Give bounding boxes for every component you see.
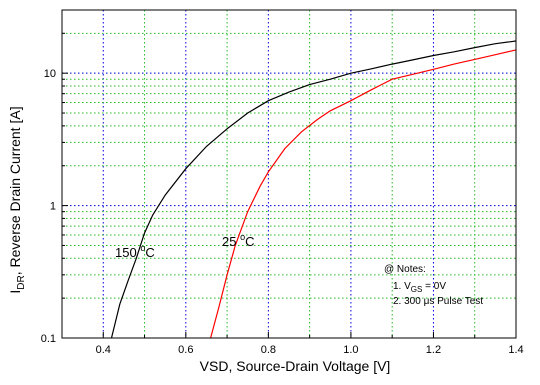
x-tick-label: 1.0 [343, 344, 358, 356]
x-axis-title: VSD, Source-Drain Voltage [V] [200, 358, 391, 374]
series-label-150c: 150 oC [115, 243, 155, 260]
series-layer [110, 40, 517, 339]
y-tick-label: 10 [44, 68, 56, 80]
notes-box: @ Notes: 1. VGS = 0V 2. 300 μs Pulse Tes… [384, 264, 483, 307]
notes-line-2: 2. 300 μs Pulse Test [393, 296, 483, 307]
x-tick-label: 0.4 [96, 344, 111, 356]
plot-frame [61, 9, 517, 339]
notes-header: @ Notes: [384, 264, 426, 275]
series-label-150c-sup: o [140, 243, 145, 253]
series-label-25c: 25 oC [222, 232, 254, 249]
tick-labels: 0.4 0.6 0.8 1.0 1.2 1.4 0.1 1 10 [41, 68, 524, 356]
x-tick-label: 0.6 [178, 344, 193, 356]
y-tick-label: 1 [50, 201, 56, 213]
y-axis-title: IDR, Reverse Drain Current [A] [7, 106, 27, 293]
series-label-25c-sup: o [240, 232, 245, 242]
series-line-150c [110, 40, 517, 339]
x-tick-label: 1.4 [508, 344, 523, 356]
y-tick-label: 0.1 [41, 333, 56, 345]
tick-marks [61, 9, 517, 339]
notes-line-1: 1. VGS = 0V [393, 281, 446, 294]
x-tick-label: 1.2 [426, 344, 441, 356]
y-axis-title-sub: DR [16, 275, 27, 289]
grid [62, 10, 516, 338]
series-line-25c [210, 49, 517, 339]
x-tick-label: 0.8 [261, 344, 276, 356]
